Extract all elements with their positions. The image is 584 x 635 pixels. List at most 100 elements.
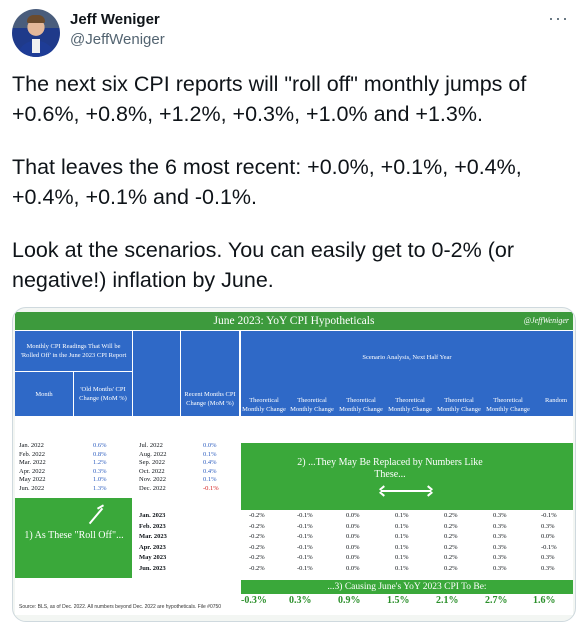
scenario-value: 0.3% [493, 512, 507, 519]
author-name[interactable]: Jeff Weniger [70, 11, 160, 28]
scenario-value: -0.2% [249, 554, 265, 561]
scenario-value: 0.0% [346, 564, 360, 572]
month-header: Month [15, 372, 73, 416]
recent-month-label: Nov. 2022 [139, 476, 167, 483]
scenario-value: -0.1% [297, 543, 313, 551]
tweet-image[interactable]: June 2023: YoY CPI Hypotheticals @JeffWe… [12, 307, 576, 622]
result-value: 0.3% [289, 595, 312, 606]
scenario-value: 0.3% [493, 543, 507, 551]
scenario-value: 0.0% [346, 512, 360, 519]
result-value: 2.7% [485, 595, 508, 606]
scenario-value: -0.2% [249, 512, 265, 519]
recent-month-label: Dec. 2022 [139, 484, 166, 492]
result-value: 1.5% [387, 595, 410, 606]
scenario-column-label: Theoretical Monthly Change [486, 397, 530, 413]
scenario-value: 0.1% [395, 522, 409, 530]
future-month-label: May 2023 [139, 554, 167, 561]
more-horizontal-icon[interactable]: ··· [548, 8, 569, 28]
result-value: 0.9% [338, 595, 361, 606]
future-month-label: Jan. 2023 [139, 512, 166, 519]
old-month-value: 0.3% [93, 467, 107, 475]
recent-month-label: Jul. 2022 [139, 442, 163, 449]
avatar-hair [27, 15, 45, 23]
scenario-value: 0.2% [444, 512, 458, 519]
scenario-value: 0.3% [493, 522, 507, 530]
old-month-value: 0.8% [93, 450, 107, 458]
recent-month-label: Aug. 2022 [139, 450, 167, 458]
scenario-value: -0.1% [297, 522, 313, 530]
recent-month-value: 0.0% [203, 442, 217, 449]
old-month-value: 1.3% [93, 484, 107, 492]
scenario-value: -0.1% [541, 512, 557, 519]
scenario-value: 0.0% [346, 543, 360, 551]
scenario-value: 0.2% [444, 554, 458, 561]
old-months-header: 'Old Months' CPI Change (MoM %) [74, 372, 132, 416]
tweet-paragraph-2: That leaves the 6 most recent: +0.0%, +0… [12, 155, 522, 209]
tweet-paragraph-1: The next six CPI reports will "roll off"… [12, 72, 527, 126]
scenario-value: -0.2% [249, 564, 265, 572]
future-month-label: Jun. 2023 [139, 564, 166, 572]
scenario-value: 0.0% [346, 522, 360, 530]
blank-header [133, 331, 180, 416]
old-month-label: May 2022 [19, 476, 46, 483]
old-month-label: Mar. 2022 [19, 459, 46, 466]
recent-month-label: Sep. 2022 [139, 459, 165, 466]
recent-month-value: 0.1% [203, 476, 217, 483]
old-month-label: Apr. 2022 [19, 467, 45, 475]
scenario-value: 0.0% [346, 554, 360, 561]
result-value: 1.6% [533, 595, 556, 606]
double-arrow-icon [381, 490, 431, 492]
scenario-value: 0.2% [444, 533, 458, 540]
scenario-value: 0.1% [395, 543, 409, 551]
recent-month-value: -0.1% [203, 484, 219, 492]
scenario-value: 0.1% [395, 533, 409, 540]
scenario-column-label: Theoretical Monthly Change [242, 397, 286, 413]
author-handle[interactable]: @JeffWeniger [70, 31, 165, 48]
image-handle: @JeffWeniger [523, 316, 569, 325]
recent-months-header: Recent Months CPI Change (MoM %) [181, 331, 239, 416]
scenario-column-label: Theoretical Monthly Change [388, 397, 432, 413]
image-title: June 2023: YoY CPI Hypotheticals [15, 312, 573, 330]
scenario-value: -0.2% [249, 533, 265, 540]
result-value: -0.3% [241, 595, 267, 606]
old-month-value: 0.6% [93, 442, 107, 449]
scenario-value: 0.3% [493, 564, 507, 572]
scenario-value: -0.2% [249, 522, 265, 530]
scenario-column-label: Random [544, 397, 568, 404]
scenario-value: 0.3% [493, 554, 507, 561]
scenario-value: 0.3% [541, 554, 555, 561]
scenario-value: 0.0% [541, 533, 555, 540]
scenario-value: 0.1% [395, 512, 409, 519]
tweet-paragraph-3: Look at the scenarios. You can easily ge… [12, 238, 514, 292]
old-month-label: Jan. 2022 [19, 442, 44, 449]
old-month-label: Feb. 2022 [19, 450, 45, 458]
scenario-value: 0.0% [346, 533, 360, 540]
recent-month-value: 0.4% [203, 467, 217, 475]
old-month-value: 1.2% [93, 459, 107, 466]
scenario-value: 0.2% [444, 543, 458, 551]
scenario-header-panel [241, 331, 573, 416]
replaced-panel [241, 443, 573, 510]
recent-month-value: 0.1% [203, 450, 217, 458]
old-month-label: Jun. 2022 [19, 484, 45, 492]
scenario-value: -0.1% [297, 564, 313, 572]
scenario-value: -0.1% [297, 554, 313, 561]
future-month-label: Mar. 2023 [139, 533, 167, 540]
avatar-shirt [32, 39, 40, 53]
scenario-column-label: Theoretical Monthly Change [339, 397, 383, 413]
scenario-value: 0.2% [444, 564, 458, 572]
scenario-value: 0.1% [395, 564, 409, 572]
future-month-label: Apr. 2023 [139, 543, 166, 551]
scenario-value: -0.2% [249, 543, 265, 551]
future-month-label: Feb. 2023 [139, 522, 166, 530]
roll-off-message: 1) As These "Roll Off"... [24, 530, 124, 541]
cpi-table-image: June 2023: YoY CPI Hypotheticals @JeffWe… [15, 312, 573, 615]
old-month-value: 1.0% [93, 476, 107, 483]
replaced-message: 2) ...They May Be Replaced by Numbers Li… [297, 457, 483, 480]
scenario-header: Scenario Analysis, Next Half Year [362, 354, 452, 361]
avatar[interactable] [12, 9, 60, 57]
scenario-value: 0.3% [541, 564, 555, 572]
recent-month-value: 0.4% [203, 459, 217, 466]
roll-off-panel [15, 498, 132, 578]
